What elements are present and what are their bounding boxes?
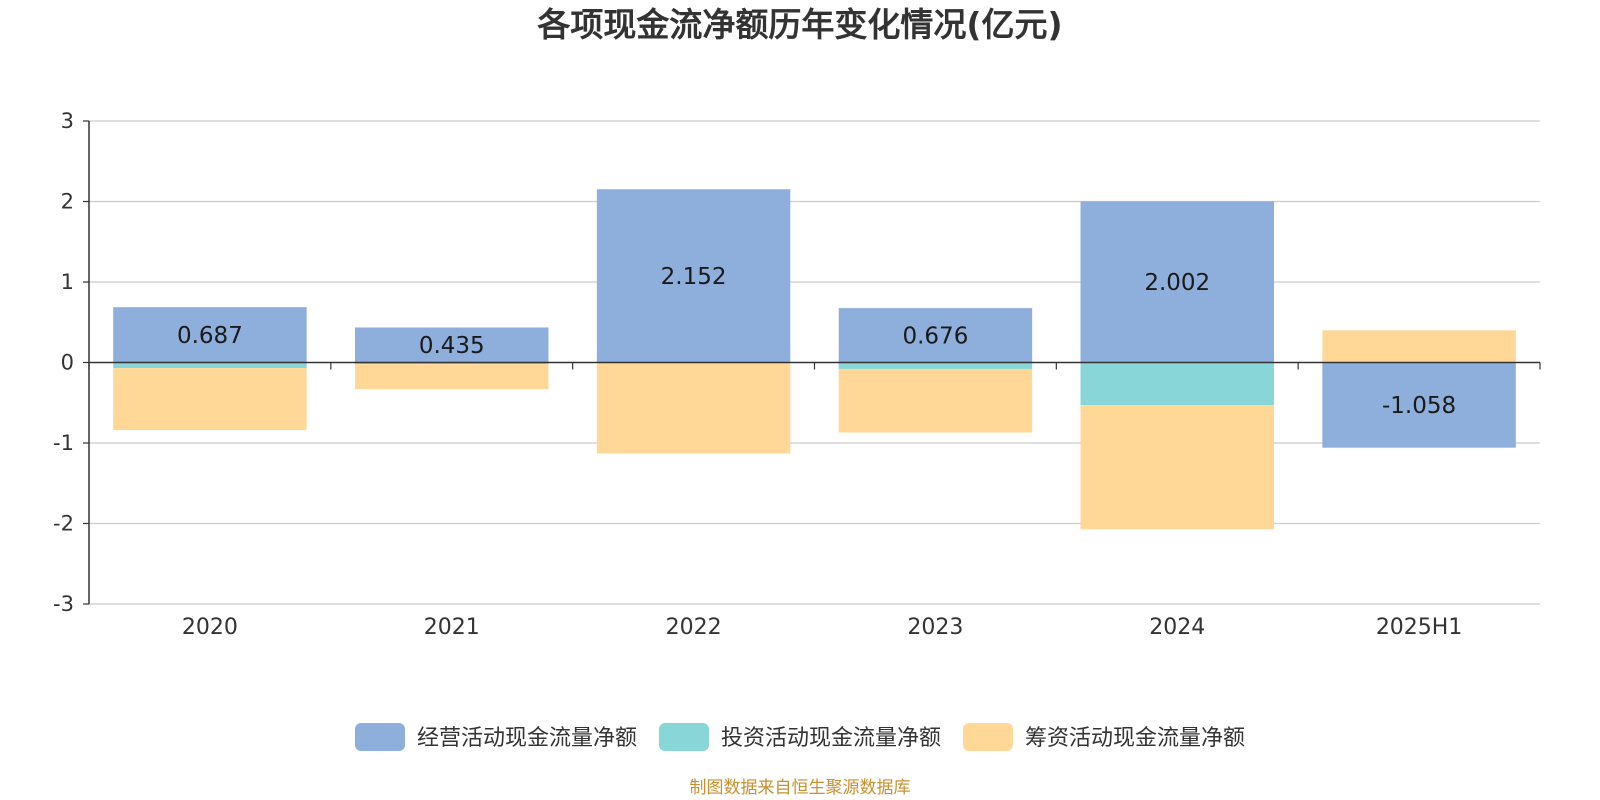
bars (113, 189, 1516, 530)
bar-2-2024 (1080, 405, 1274, 530)
x-tick-label: 2020 (182, 615, 238, 640)
bar-1-2024 (1080, 362, 1274, 406)
bar-0-2024 (1080, 201, 1274, 363)
data-label: 0.676 (902, 323, 968, 349)
legend: 经营活动现金流量净额 投资活动现金流量净额 筹资活动现金流量净额 (355, 723, 1245, 751)
bar-0-2025H1 (1322, 362, 1516, 448)
legend-swatch-1[interactable] (659, 723, 709, 751)
bar-0-2023 (838, 308, 1033, 363)
bar-2-2022 (596, 363, 791, 454)
data-label: -1.058 (1382, 393, 1456, 419)
data-label: 0.435 (419, 333, 485, 359)
legend-label-0[interactable]: 经营活动现金流量净额 (417, 726, 637, 751)
bar-2-2025H1 (1322, 330, 1516, 363)
data-labels: 0.687 0.435 2.152 0.676 2.002 -1.058 (177, 264, 1456, 419)
data-label: 0.687 (177, 323, 243, 349)
y-tick-label: -1 (53, 431, 74, 455)
source-note: 制图数据来自恒生聚源数据库 (690, 778, 911, 798)
bar-1-2021 (355, 362, 549, 365)
y-tick-label: 1 (61, 270, 74, 294)
y-tick-label: 2 (61, 190, 74, 214)
grid-lines (89, 120, 1540, 605)
bar-2-2021 (355, 364, 549, 390)
bar-0-2020 (113, 307, 307, 363)
bar-2-2023 (838, 368, 1033, 433)
legend-swatch-2[interactable] (963, 723, 1013, 751)
x-tick-label: 2022 (666, 615, 722, 640)
bar-0-2021 (355, 327, 549, 363)
data-label: 2.002 (1144, 270, 1210, 296)
x-tick-label: 2025H1 (1376, 615, 1463, 640)
bar-1-2023 (838, 362, 1033, 369)
axes: 3 2 1 0 -1 -2 -3 2020 2021 2022 2023 2024 2025H1 (53, 109, 1541, 640)
x-tick-label: 2024 (1149, 615, 1205, 640)
x-tick-label: 2021 (424, 615, 480, 640)
legend-label-1[interactable]: 投资活动现金流量净额 (721, 726, 941, 751)
y-tick-label: -3 (53, 592, 74, 616)
chart-title: 各项现金流净额历年变化情况(亿元) (536, 5, 1062, 44)
y-tick-label: -2 (53, 512, 74, 536)
bar-1-2020 (113, 362, 307, 369)
bar-2-2020 (113, 368, 307, 431)
data-label: 2.152 (661, 264, 727, 290)
x-tick-label: 2023 (907, 615, 963, 640)
bar-0-2022 (596, 189, 791, 363)
y-tick-label: 3 (61, 109, 74, 133)
legend-swatch-0[interactable] (355, 723, 405, 751)
legend-label-2[interactable]: 筹资活动现金流量净额 (1025, 726, 1245, 751)
y-tick-label: 0 (61, 351, 74, 375)
